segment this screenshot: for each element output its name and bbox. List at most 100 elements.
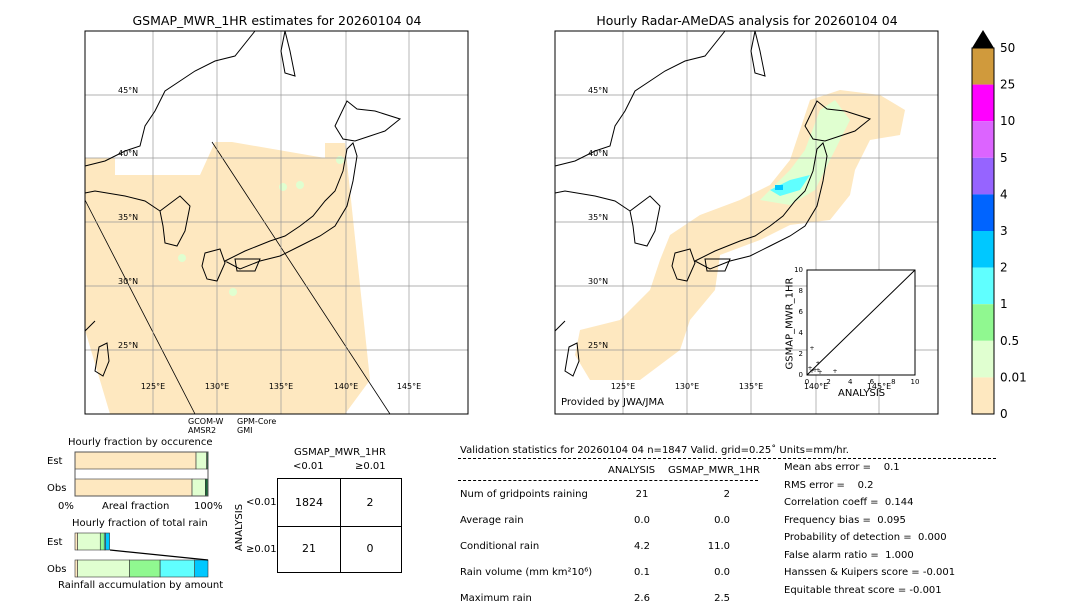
lon-label: 135°E [739,382,763,391]
coastline [334,100,402,142]
ct-cell: 0 [339,525,402,573]
coastline [84,30,256,332]
lat-label: 45°N [588,86,608,95]
ct-row-1: ≥0.01 [246,544,277,555]
scatter-point: + [809,368,814,375]
colorbar-segment [972,84,994,122]
occurrence-est-segment [74,451,197,470]
colorbar-extend-arrow [972,30,994,48]
lat-label: 45°N [118,86,138,95]
scatter-xtick: 10 [911,378,920,386]
left-map-frame [84,30,469,415]
occurrence-title: Hourly fraction by occurence [68,437,213,448]
credit: Provided by JWA/JMA [561,397,664,408]
total-rain-obs-segment [159,559,195,578]
coastline [804,100,872,142]
lat-label: 40°N [588,149,608,158]
colorbar-label: 10 [1000,114,1015,128]
total-rain-obs-segment [129,559,161,578]
stats-header: Validation statistics for 20260104 04 n=… [460,445,849,456]
scatter-point: + [809,345,814,352]
ct-cell: 2 [339,478,402,527]
left-map-title: GSMAP_MWR_1HR estimates for 20260104 04 [132,13,422,28]
ct-col-0: <0.01 [293,461,324,472]
scatter-point: + [815,360,820,367]
occurrence-frame [74,451,209,497]
occ-row-est: Est [47,456,63,467]
score-line: Mean abs error = 0.1 [784,462,900,473]
stat-analysis: 0.1 [634,567,650,578]
scatter-xtick: 8 [891,378,895,386]
sat-label-1: GCOM-W AMSR2 [188,417,223,435]
ct-col-1: ≥0.01 [355,461,386,472]
lon-label: 140°E [334,382,358,391]
colorbar-label: 5 [1000,151,1008,165]
one-to-one-line [806,269,916,376]
score-line: Correlation coeff = 0.144 [784,497,914,508]
occ-x1: 100% [194,501,223,512]
scatter-ytick: 0 [799,371,803,379]
stat-gsmap: 2 [723,489,730,500]
total-rain-title: Hourly fraction of total rain [72,518,208,529]
coastline [554,30,726,332]
sat-name: GCOM-W [188,417,224,426]
lon-label: 130°E [205,382,229,391]
ct-title: GSMAP_MWR_1HR [294,447,386,458]
coastline [223,142,358,270]
scatter-ytick: 8 [799,287,803,295]
stat-analysis: 0.0 [634,515,650,526]
score-line: Hanssen & Kuipers score = -0.001 [784,567,956,578]
total-rain-obs-segment [194,559,209,578]
stat-label: Rain volume (mm km²10⁶) [460,567,593,578]
stat-gsmap: 2.5 [714,593,730,604]
light-rain-area [178,254,186,262]
total-rain-est-segment [77,532,101,551]
scatter-xtick: 6 [870,378,875,386]
scatter-xtick: 4 [848,378,853,386]
scatter-point: + [812,367,817,374]
total-rain-obs-segment [77,559,130,578]
colorbar-label: 0 [1000,407,1008,421]
lon-label: 140°E [804,382,828,391]
lat-label: 40°N [118,149,138,158]
scatter-ytick: 4 [799,329,804,337]
analysis-rain-area [775,185,783,190]
divider [458,480,758,481]
lon-label: 135°E [269,382,293,391]
coastline [750,30,766,77]
right-map-title: Hourly Radar-AMeDAS analysis for 2026010… [596,13,898,28]
lon-label: 125°E [141,382,165,391]
colorbar-segment [972,304,994,341]
scatter-ytick: 2 [799,350,803,358]
lon-label: 145°E [397,382,421,391]
occ-x0: 0% [58,501,74,512]
total-rain-obs-segment [74,559,78,578]
stat-analysis: 4.2 [634,541,650,552]
stat-analysis: 21 [635,489,649,500]
occ-row-obs: Obs [47,483,67,494]
occurrence-obs-segment [74,478,193,497]
occ-xlabel: Areal fraction [102,501,170,512]
tr-row-obs: Obs [47,564,67,575]
colorbar-segment [972,194,994,231]
stats-col-gsmap: GSMAP_MWR_1HR [668,465,760,476]
light-rain-area [229,288,237,296]
divider [458,458,996,459]
colorbar-frame [971,47,995,415]
stat-gsmap: 0.0 [714,567,730,578]
analysis-rain-area [760,100,850,205]
stat-label: Num of gridpoints raining [460,489,588,500]
connector [109,549,209,561]
scatter-xtick: 2 [826,378,830,386]
stat-label: Conditional rain [460,541,540,552]
coastline [693,142,828,270]
lon-label: 125°E [611,382,635,391]
lat-label: 30°N [118,277,138,286]
lat-label: 35°N [118,213,138,222]
sat-label-2: GPM-Core GMI [237,417,276,435]
scatter-xlabel: ANALYSIS [838,388,886,399]
scatter-ytick: 10 [794,266,803,274]
scatter-point: + [807,365,812,372]
